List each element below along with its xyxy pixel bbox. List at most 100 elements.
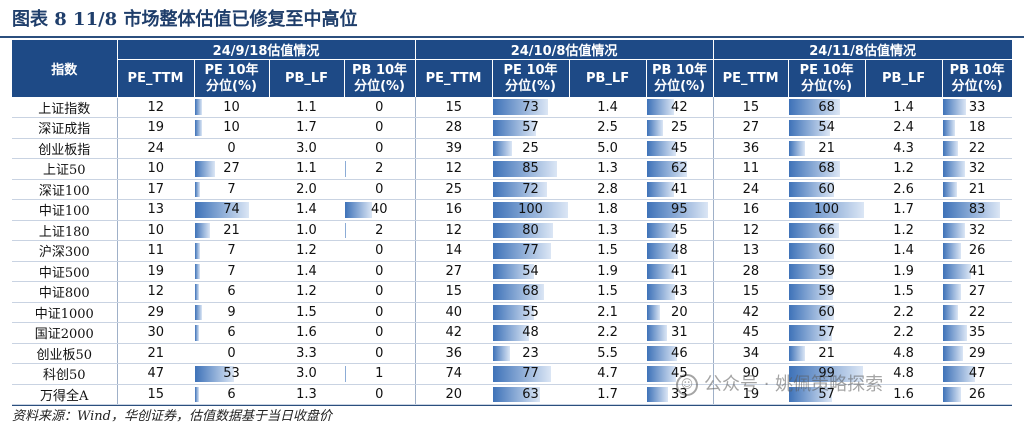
percentile-value: 53: [223, 366, 240, 382]
pe-ttm-cell: 30: [116, 322, 194, 344]
pb-lf-cell: 1.3: [269, 384, 344, 405]
percentile-bar: [647, 386, 669, 402]
pb-lf-cell: 1.2: [269, 281, 344, 303]
pe-percentile-cell: 7: [194, 240, 269, 262]
pe-percentile-cell: 23: [492, 343, 570, 364]
percentile-bar: [789, 243, 835, 259]
percentile-bar: [493, 181, 548, 197]
percentile-value: 21: [968, 181, 986, 197]
pb-lf-cell: 1.5: [865, 281, 943, 303]
pb-percentile-cell: 46: [646, 343, 714, 364]
index-name: 中证800: [12, 281, 117, 303]
pe-percentile-cell: 57: [788, 384, 866, 405]
column-header-text: PB_LF: [284, 70, 329, 86]
pe-ttm-cell: 42: [712, 302, 789, 323]
percentile-value: 60: [818, 304, 835, 320]
percentile-bar: [345, 202, 373, 218]
pe-percentile-cell: 77: [492, 240, 570, 262]
table-header: 指数 24/9/18估值情况 24/10/8估值情况 24/11/8估值情况 P…: [12, 40, 1013, 98]
pb-percentile-cell: 83: [942, 199, 1013, 221]
pb-percentile-cell: 41: [646, 261, 714, 282]
percentile-value: 25: [522, 140, 539, 156]
pb-percentile-cell: 0: [344, 261, 416, 282]
pb-percentile-cell: 0: [344, 117, 416, 139]
percentile-value: 41: [671, 181, 688, 197]
percentile-bar: [789, 222, 839, 238]
pe-ttm-cell: 90: [712, 363, 789, 385]
index-name: 创业板指: [12, 138, 117, 159]
index-name: 沪深300: [12, 240, 117, 262]
table-row: 创业板50 21 0 3.3 0 36 23 5.5 46 34 21 4.8 29: [12, 343, 1013, 364]
pe-percentile-cell: 59: [788, 281, 866, 303]
pb-lf-cell: 1.9: [569, 261, 647, 282]
pe-ttm-cell: 15: [712, 97, 789, 118]
percentile-value: 10: [223, 120, 240, 136]
pe-ttm-cell: 27: [712, 117, 789, 139]
pb-percentile-cell: 0: [344, 281, 416, 303]
pe-ttm-cell: 24: [712, 179, 789, 200]
percentile-value: 21: [223, 222, 240, 238]
pb-percentile-cell: 25: [646, 117, 714, 139]
pb-lf-cell: 1.6: [865, 384, 943, 405]
title-divider: [0, 36, 1024, 38]
percentile-bar: [789, 120, 830, 136]
pe-percentile-cell: 6: [194, 281, 269, 303]
table-row: 国证2000 30 6 1.6 0 42 48 2.2 31 45 57 2.2 35: [12, 322, 1013, 344]
percentile-value: 41: [968, 263, 986, 279]
column-header: PE_TTM: [712, 59, 789, 97]
percentile-bar: [493, 304, 535, 320]
pb-lf-cell: 3.3: [269, 343, 344, 364]
table-row: 上证指数 12 10 1.1 0 15 73 1.4 42 15 68 1.4 33: [12, 97, 1013, 118]
pb-lf-cell: 2.4: [865, 117, 943, 139]
index-name: 万得全A: [12, 384, 117, 405]
percentile-bar: [647, 243, 679, 259]
pb-lf-cell: 5.5: [569, 343, 647, 364]
percentile-bar: [789, 263, 834, 279]
percentile-value: 45: [671, 366, 688, 382]
percentile-value: 60: [818, 181, 835, 197]
percentile-bar: [943, 366, 976, 382]
percentile-bar: [647, 222, 677, 238]
wechat-icon: ☺: [676, 374, 698, 396]
pe-ttm-cell: 15: [116, 384, 194, 405]
column-header: PB 10年 分位(%): [343, 59, 416, 97]
table-row: 深证成指 19 10 1.7 0 28 57 2.5 25 27 54 2.4 18: [12, 117, 1013, 139]
pb-percentile-cell: 29: [942, 343, 1013, 364]
pe-percentile-cell: 21: [194, 220, 269, 241]
pe-percentile-cell: 7: [194, 179, 269, 200]
pb-percentile-cell: 0: [344, 179, 416, 200]
percentile-value: 60: [818, 243, 835, 259]
pb-lf-cell: 1.7: [569, 384, 647, 405]
percentile-bar: [195, 386, 200, 402]
pe-ttm-cell: 12: [116, 97, 194, 118]
pb-lf-cell: 2.0: [269, 179, 344, 200]
pb-lf-cell: 4.3: [865, 138, 943, 159]
index-name: 国证2000: [12, 322, 117, 344]
pb-percentile-cell: 22: [942, 138, 1013, 159]
percentile-bar: [943, 161, 965, 177]
column-header: PE_TTM: [116, 59, 195, 97]
percentile-value: 68: [522, 284, 539, 300]
percentile-bar: [493, 345, 511, 361]
percentile-value: 20: [671, 304, 688, 320]
pb-percentile-cell: 0: [344, 97, 416, 118]
pe-ttm-cell: 74: [414, 363, 493, 385]
pe-ttm-cell: 45: [712, 322, 789, 344]
pb-percentile-cell: 62: [646, 158, 714, 180]
percentile-bar: [647, 120, 664, 136]
column-header-text: 分位(%): [505, 78, 556, 94]
percentile-value: 74: [223, 202, 240, 218]
pe-percentile-cell: 68: [492, 281, 570, 303]
pe-percentile-cell: 74: [194, 199, 269, 221]
pe-ttm-cell: 12: [116, 281, 194, 303]
percentile-value: 0: [375, 304, 384, 320]
pb-lf-cell: 4.8: [865, 343, 943, 364]
percentile-value: 77: [522, 243, 539, 259]
pb-percentile-cell: 20: [646, 302, 714, 323]
percentile-value: 73: [522, 99, 539, 115]
percentile-value: 7: [227, 243, 236, 259]
pe-ttm-cell: 20: [414, 384, 493, 405]
percentile-value: 55: [522, 304, 539, 320]
pe-percentile-cell: 25: [492, 138, 570, 159]
percentile-bar: [195, 304, 202, 320]
